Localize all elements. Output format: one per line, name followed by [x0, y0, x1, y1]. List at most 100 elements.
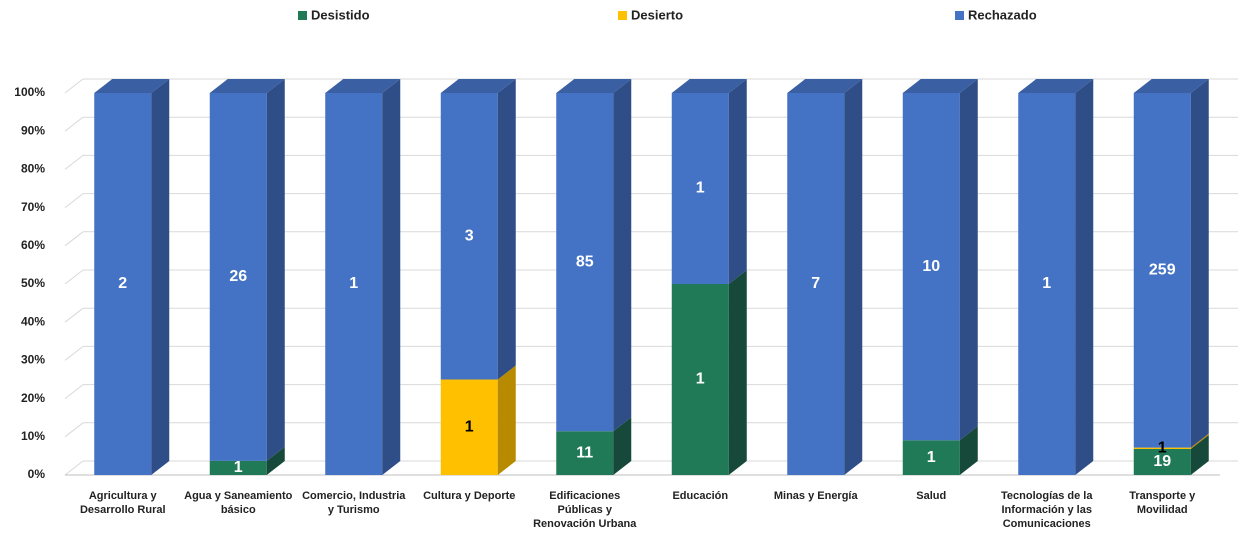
bar-side — [613, 417, 632, 475]
legend-swatch — [618, 11, 627, 20]
data-label: 1 — [465, 418, 474, 435]
y-tick-label: 80% — [21, 162, 45, 176]
grid-line — [64, 346, 84, 361]
x-tick-label: Agua y Saneamiento básico — [184, 490, 293, 516]
bar-segment — [209, 93, 267, 461]
bar-side — [844, 79, 863, 475]
data-label: 1 — [696, 371, 705, 388]
bar-segment — [209, 460, 267, 475]
bar-top — [209, 79, 285, 93]
data-label: 1 — [696, 180, 705, 197]
x-tick-label: Comercio, Industria y Turismo — [302, 490, 406, 516]
y-tick-label: 50% — [21, 276, 45, 290]
bar-top — [671, 79, 747, 93]
data-label: 1 — [927, 449, 936, 466]
bar-segment — [787, 93, 845, 475]
x-tick-label: Edificaciones Públicas y Renovación Urba… — [533, 490, 637, 530]
data-label: 19 — [1153, 453, 1171, 470]
bar-side — [266, 446, 285, 475]
bar-top — [787, 79, 863, 93]
grid-line — [64, 422, 84, 438]
bar-side — [1190, 433, 1209, 449]
bar-side — [959, 426, 978, 475]
grid-line — [64, 193, 84, 208]
x-tick-label: Tecnologías de la Información y las Comu… — [1001, 490, 1093, 530]
legend-label: Desistido — [311, 7, 370, 22]
data-label: 2 — [118, 275, 127, 292]
y-tick-label: 40% — [21, 314, 45, 328]
data-label: 3 — [465, 227, 474, 244]
x-tick-label: Minas y Energía — [773, 490, 858, 502]
grid-line — [64, 78, 84, 94]
bar-top — [902, 79, 978, 93]
grid-line — [64, 155, 84, 170]
y-tick-label: 90% — [21, 123, 45, 137]
bar-segment — [1018, 93, 1076, 475]
x-tick-label: Salud — [916, 490, 947, 502]
bar-side — [1190, 79, 1209, 448]
data-label: 85 — [576, 253, 594, 270]
bar-segment — [1133, 448, 1191, 475]
bar-side — [497, 79, 516, 380]
data-label: 7 — [811, 275, 820, 292]
bar-segment — [556, 93, 614, 432]
data-label: 259 — [1149, 262, 1176, 279]
bar-side — [959, 79, 978, 441]
x-tick-label: Transporte y Movilidad — [1129, 490, 1196, 516]
y-tick-label: 20% — [21, 391, 45, 405]
bar-side — [382, 79, 401, 475]
y-tick-label: 0% — [28, 467, 46, 481]
grid-line — [64, 231, 84, 247]
bar-side — [728, 79, 747, 284]
data-label: 1 — [1158, 440, 1167, 457]
grid-line — [64, 269, 84, 285]
x-tick-label: Educación — [672, 490, 729, 502]
bar-segment — [440, 379, 498, 475]
bar-segment — [1133, 93, 1191, 448]
bar-segment — [671, 284, 729, 475]
legend-label: Desierto — [631, 7, 683, 22]
bar-top — [325, 79, 401, 93]
bar-side — [1075, 79, 1094, 475]
y-tick-label: 100% — [14, 85, 45, 99]
legend-swatch — [955, 11, 964, 20]
data-label: 1 — [234, 459, 243, 476]
bar-top — [94, 79, 170, 93]
x-tick-label: Cultura y Deporte — [423, 490, 516, 502]
bar-side — [728, 270, 747, 475]
data-label: 1 — [1042, 275, 1051, 292]
bar-segment — [671, 93, 729, 284]
legend-label: Rechazado — [968, 7, 1037, 22]
bar-top — [556, 79, 632, 93]
y-tick-label: 60% — [21, 238, 45, 252]
y-tick-label: 30% — [21, 353, 45, 367]
bar-side — [266, 79, 285, 461]
bar-segment — [556, 431, 614, 475]
bar-segment — [440, 93, 498, 380]
x-tick-label: Agricultura y Desarrollo Rural — [79, 490, 166, 516]
bar-side — [1190, 434, 1209, 475]
bar-side — [613, 79, 632, 432]
bar-segment — [902, 440, 960, 475]
data-label: 10 — [922, 258, 940, 275]
bar-side — [151, 79, 170, 475]
grid-line — [64, 307, 84, 323]
bar-segment — [1133, 447, 1191, 449]
bar-segment — [902, 93, 960, 441]
bar-side — [497, 365, 516, 475]
grid-line — [64, 116, 84, 132]
data-label: 1 — [349, 275, 358, 292]
bar-top — [440, 79, 516, 93]
bar-segment — [325, 93, 383, 475]
data-label: 26 — [229, 268, 247, 285]
y-tick-label: 70% — [21, 200, 45, 214]
grid-line — [64, 460, 84, 476]
bar-top — [1133, 79, 1209, 93]
grid-line — [64, 384, 84, 399]
bar-top — [1018, 79, 1094, 93]
y-tick-label: 10% — [21, 429, 45, 443]
bar-segment — [94, 93, 152, 475]
legend-swatch — [298, 11, 307, 20]
